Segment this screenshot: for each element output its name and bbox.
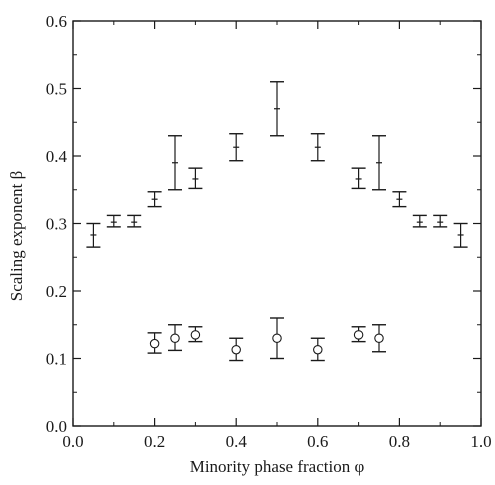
data-point (147, 191, 162, 208)
x-tick-label: 0.0 (62, 432, 83, 451)
data-point (127, 214, 142, 228)
y-axis-title: Scaling exponent β (7, 171, 26, 301)
x-tick-label: 0.4 (226, 432, 248, 451)
data-point (229, 133, 244, 162)
circle-marker (313, 344, 323, 355)
axis-ticks: 0.0 0.2 0.4 0.6 0.8 1.0 0.0 0.1 0.2 0.3 0.4 0.5 0.6 (46, 12, 492, 451)
data-point (188, 326, 203, 343)
circle-marker (170, 333, 180, 343)
data-point (310, 133, 325, 162)
x-tick-label: 1.0 (470, 432, 491, 451)
data-series (86, 81, 468, 362)
y-tick-label: 0.1 (46, 350, 67, 369)
x-tick-label: 0.8 (389, 432, 410, 451)
data-point (229, 337, 244, 362)
y-tick-label: 0.5 (46, 80, 67, 99)
data-point (168, 324, 182, 352)
cross-series (86, 81, 468, 248)
data-point (372, 135, 386, 191)
x-tick-label: 0.6 (307, 432, 328, 451)
circle-marker (272, 333, 282, 343)
data-point (433, 214, 448, 228)
data-point (270, 81, 284, 137)
y-tick-label: 0.4 (46, 147, 68, 166)
data-point (351, 167, 366, 190)
data-point (453, 222, 468, 248)
circle-marker (190, 330, 201, 340)
y-tick-label: 0.6 (46, 12, 67, 31)
x-axis-title: Minority phase fraction φ (190, 457, 365, 476)
data-point (86, 222, 101, 248)
data-point (106, 214, 121, 228)
y-tick-label: 0.3 (46, 215, 67, 234)
data-point (147, 332, 162, 354)
circle-marker (374, 333, 384, 343)
y-tick-label: 0.2 (46, 282, 67, 301)
data-point (310, 337, 325, 362)
x-tick-label: 0.2 (144, 432, 165, 451)
circle-marker (149, 338, 160, 349)
circle-marker (231, 344, 241, 355)
data-point (392, 191, 407, 208)
circle-marker (353, 330, 364, 340)
data-point (412, 214, 427, 228)
data-point (372, 324, 386, 353)
data-point (188, 167, 203, 190)
data-point (351, 326, 366, 343)
data-point (168, 135, 182, 191)
circle-series (147, 317, 386, 362)
data-point (270, 317, 284, 360)
y-tick-label: 0.0 (46, 417, 67, 436)
